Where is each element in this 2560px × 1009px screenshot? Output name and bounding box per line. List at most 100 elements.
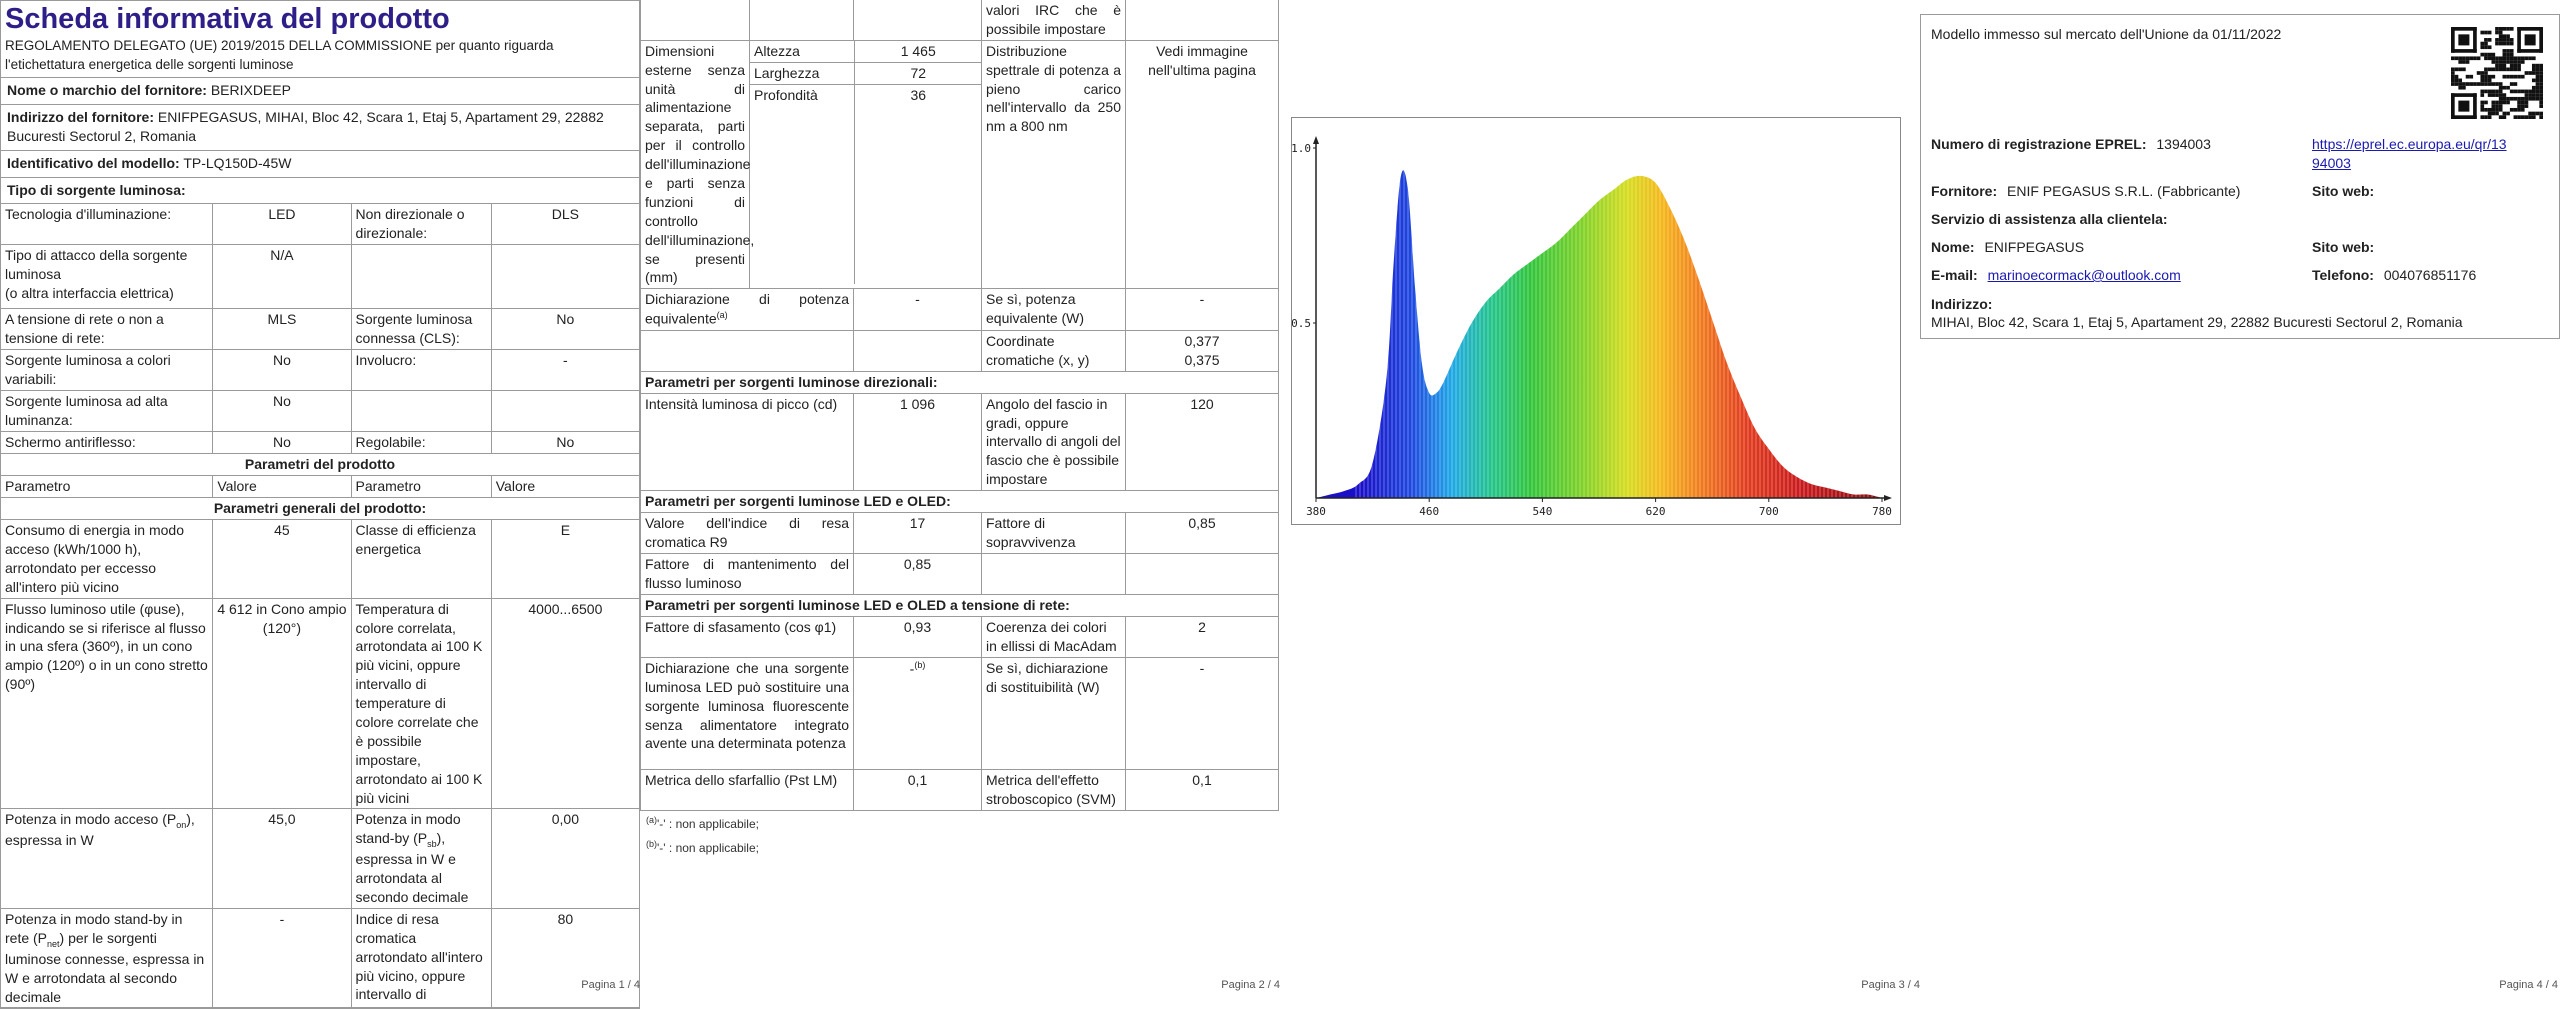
qr-module — [2528, 71, 2532, 75]
name-label: Nome: — [1931, 239, 1975, 255]
qr-module — [2498, 41, 2503, 46]
qr-module — [2462, 85, 2466, 90]
qr-module — [2484, 89, 2488, 94]
qr-module — [2458, 85, 2463, 90]
repl-label: Dichiarazione che una sorgente luminosa … — [640, 656, 854, 770]
qr-module — [2487, 67, 2492, 72]
qr-module — [2487, 52, 2492, 57]
qr-module — [2480, 82, 2485, 86]
qr-module — [2491, 56, 2496, 61]
name-row: Nome: ENIFPEGASUS — [1931, 238, 2084, 257]
qr-module — [2480, 41, 2485, 46]
dim-label: Dimensioni esterne senza unità di alimen… — [640, 39, 754, 290]
qr-module — [2498, 115, 2503, 119]
tech-label: Tecnologia d'illuminazione: — [0, 203, 214, 246]
psb-label-b: ), espressa in W e arrotondata al second… — [355, 830, 469, 906]
repl-value-text: - — [909, 660, 915, 677]
website2-label: Sito web: — [2312, 239, 2375, 255]
qr-module — [2509, 82, 2514, 86]
qr-module — [2506, 74, 2510, 79]
qr-module — [2498, 38, 2503, 42]
qr-module — [2495, 41, 2499, 46]
website-label: Sito web: — [2312, 183, 2375, 199]
peak-value: 1 096 — [853, 392, 982, 492]
qr-module — [2513, 74, 2518, 79]
qr-module — [2491, 93, 2496, 97]
qr-module — [2498, 30, 2503, 35]
glare-value: No — [212, 431, 352, 455]
supplier-label: Fornitore: — [1931, 183, 1998, 199]
maint-label: Fattore di mantenimento del flusso lumin… — [640, 553, 854, 596]
qr-module — [2458, 67, 2463, 72]
r9-value: 17 — [853, 512, 982, 555]
page-number: Pagina 4 / 4 — [2499, 979, 2558, 992]
qr-module — [2528, 111, 2532, 116]
qr-module — [2509, 89, 2514, 94]
dimmable-label: Regolabile: — [350, 431, 492, 455]
qr-module — [2484, 100, 2488, 105]
qr-module — [2491, 82, 2496, 86]
qr-module — [2509, 41, 2514, 46]
qr-module — [2524, 100, 2529, 105]
qr-module — [2484, 71, 2488, 75]
qr-module — [2451, 93, 2477, 97]
qr-module — [2509, 67, 2514, 72]
qr-module — [2476, 82, 2481, 86]
empty-cell — [749, 0, 854, 41]
qr-module — [2502, 111, 2507, 116]
beam-value: 120 — [1125, 392, 1279, 492]
qr-module — [2535, 85, 2540, 90]
dir-params-header: Parametri per sorgenti luminose direzion… — [640, 370, 1279, 394]
qr-module — [2451, 27, 2477, 31]
qr-module — [2506, 27, 2510, 31]
width-label: Larghezza — [750, 61, 855, 85]
eprel-link-line1[interactable]: https://eprel.ec.europa.eu/qr/13 — [2312, 136, 2507, 152]
qr-module — [2491, 100, 2496, 105]
qr-code-icon[interactable] — [2451, 27, 2543, 119]
qr-module — [2517, 89, 2521, 94]
x-tick-label: 620 — [1646, 505, 1666, 518]
macadam-value: 2 — [1125, 615, 1279, 658]
qr-module — [2535, 82, 2540, 86]
cap-value: N/A — [212, 244, 352, 310]
eprel-link-line2[interactable]: 94003 — [2312, 154, 2351, 171]
qr-module — [2495, 93, 2499, 97]
svm-value: 0,1 — [1125, 768, 1279, 811]
qr-module — [2506, 41, 2510, 46]
energy-label: Consumo di energia in modo acceso (kWh/1… — [0, 519, 214, 599]
email-link[interactable]: marinoecormack@outlook.com — [1987, 267, 2181, 283]
page-4: Modello immesso sul mercato dell'Unione … — [1920, 0, 2560, 1001]
qr-module — [2469, 82, 2474, 86]
flicker-label: Metrica dello sfarfallio (Pst LM) — [640, 768, 854, 811]
qr-module — [2517, 60, 2521, 64]
qr-module — [2451, 82, 2455, 86]
model-id-label: Identificativo del modello: — [7, 154, 180, 171]
qr-module — [2535, 89, 2540, 94]
qr-module — [2517, 27, 2521, 53]
qr-module — [2524, 56, 2529, 61]
eprel-link[interactable]: https://eprel.ec.europa.eu/qr/13 94003 — [2312, 135, 2552, 173]
qr-module — [2517, 67, 2521, 72]
fn-a-text: '-' : non applicabile; — [657, 817, 759, 831]
supplier-value: ENIF PEGASUS S.R.L. (Fabbricante) — [2007, 183, 2241, 199]
qr-module — [2513, 67, 2518, 72]
qr-module — [2535, 78, 2540, 83]
qr-module — [2480, 104, 2485, 108]
eqpow-value: - — [853, 288, 982, 331]
qr-module — [2513, 115, 2518, 119]
chart-axes — [1313, 136, 1892, 501]
page-3: 380 460 540 620 700 780 0.5 1.0 Pagina 3 / 4 — [1280, 0, 1920, 1001]
qr-module — [2502, 52, 2507, 57]
qr-module — [2513, 96, 2518, 101]
qr-module — [2528, 96, 2532, 101]
qr-module — [2509, 27, 2514, 31]
qr-module — [2476, 71, 2481, 75]
page-number: Pagina 3 / 4 — [1861, 979, 1920, 992]
cap-label-a: Tipo di attacco della sorgente luminosa — [5, 247, 188, 283]
qr-module — [2484, 45, 2488, 50]
spectrum-chart-frame: 380 460 540 620 700 780 0.5 1.0 — [1291, 117, 1901, 525]
qr-module — [2506, 34, 2510, 39]
x-tick-label: 460 — [1419, 505, 1439, 518]
qr-module — [2491, 52, 2496, 57]
empty-cell — [853, 329, 982, 372]
